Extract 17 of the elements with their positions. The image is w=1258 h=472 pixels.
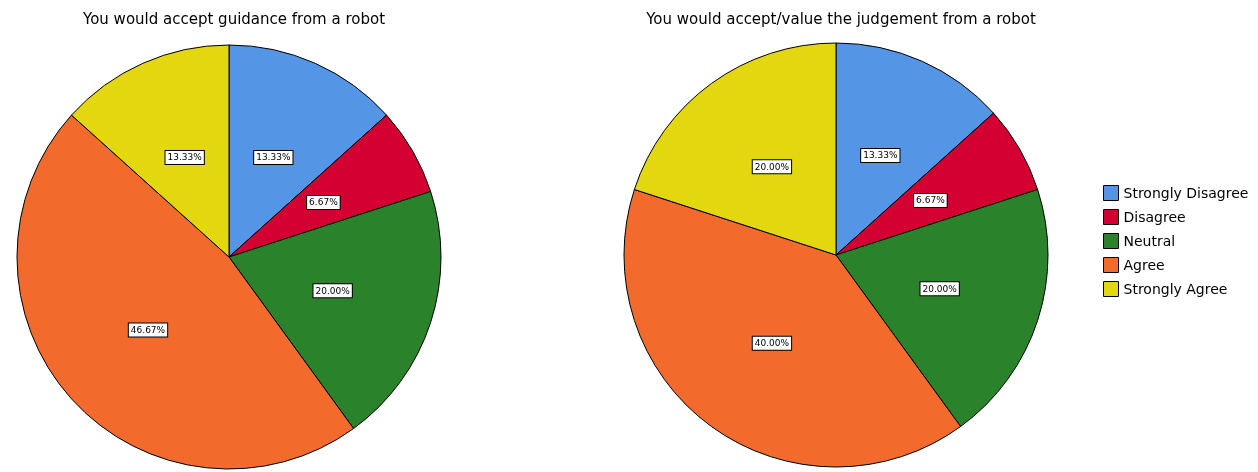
data-label: 6.67% [916, 195, 946, 206]
legend-label: Agree [1123, 257, 1165, 273]
data-label: 13.33% [256, 152, 291, 163]
legend-label: Strongly Agree [1123, 281, 1228, 297]
data-label: 13.33% [167, 152, 203, 163]
legend-label: Neutral [1123, 233, 1176, 249]
data-label: 20.00% [754, 161, 790, 172]
legend-label: Strongly Disagree [1123, 185, 1249, 201]
data-label: 20.00% [315, 285, 351, 296]
legend-label: Disagree [1123, 209, 1186, 225]
data-label: 46.67% [130, 324, 166, 335]
data-label: 20.00% [922, 283, 958, 294]
data-label: 6.67% [309, 197, 339, 208]
chart-title: You would accept/value the judgement from a robot [645, 9, 1036, 28]
chart-title: You would accept guidance from a robot [81, 9, 386, 28]
data-label: 40.00% [754, 338, 790, 349]
data-label: 13.33% [863, 150, 898, 161]
